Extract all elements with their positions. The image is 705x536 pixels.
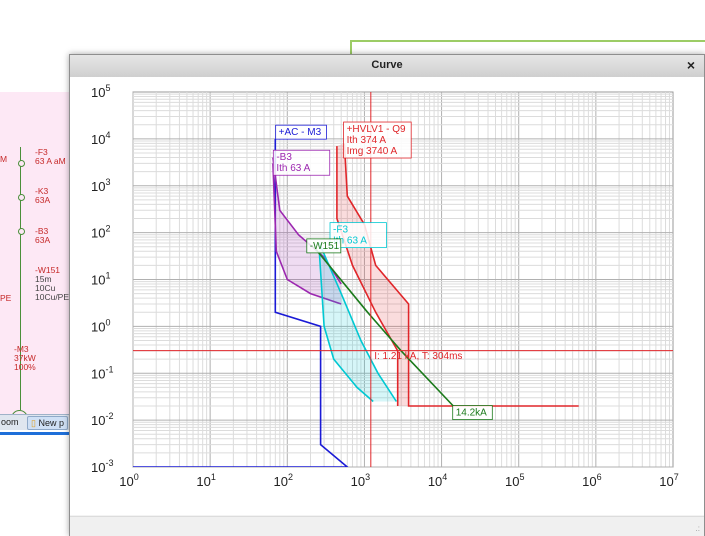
single-line-diagram-panel[interactable]: M PE -F3 63 A aM -K3 63A -B3 63A -W151 1… [0,92,81,427]
dialog-title: Curve [371,59,403,71]
annotation-text: Img 3740 A [347,146,398,157]
annotation-box [452,405,493,420]
folder-icon: ▯ [31,418,36,428]
plot-series-group [133,92,673,467]
annotation-text: I: 1.21 kA, T: 304ms [374,351,462,362]
dialog-statusbar: .: [70,516,704,536]
annotation-text: Ith 374 A [347,135,387,146]
y-tick-label: 10-3 [91,458,113,475]
cyan-curve [318,242,398,402]
x-tick-label: 100 [119,472,138,489]
red-curve [343,143,579,407]
y-tick-label: 104 [91,130,110,147]
x-tick-label: 105 [505,472,524,489]
sld-label-m3[interactable]: -M3 [14,344,29,354]
bg-divider-line [350,40,705,42]
green-curve [313,246,454,407]
sld-label-k3-rating: 63A [35,195,51,205]
red-band-fill [336,143,579,406]
y-tick-label: 10-2 [91,411,113,428]
x-tick-label: 106 [582,472,601,489]
sld-label-load: 100% [14,362,36,372]
cyan-band-fill [319,243,397,402]
annotation-text: 14.2kA [456,408,487,419]
breaker-symbol [18,228,25,235]
annotation-text: -B3 [276,152,292,163]
diagram-wire [20,147,21,410]
annotation-box [306,238,342,254]
y-tick-label: 100 [91,317,110,334]
sld-label-cable-section: 10Cu [35,283,56,293]
purple-band-fill [272,157,342,304]
edge-letter-pe: PE [0,293,12,303]
x-tick-label: 104 [428,472,447,489]
sld-label-cable-length: 15m [35,274,52,284]
bg-divider-line-vertical [350,40,352,54]
annotation-text: -W151 [310,241,340,252]
annotation-text: Ith 63 A [276,163,310,174]
annotation-label: +AC - M3 [275,124,327,140]
sld-label-power: 37kW [14,353,36,363]
edge-letter-m: M [0,154,8,164]
x-tick-label: 107 [659,472,678,489]
curve-dialog[interactable]: Curve × 100 101 102 103 104 105 106 107 10-3 10-2… [69,54,705,536]
annotation-text: -F3 [333,225,348,236]
purple-curve [272,163,342,305]
annotation-text: +AC - M3 [279,127,322,138]
background-taskbar: oom ▯ New p [0,414,80,431]
dialog-titlebar[interactable]: Curve × [70,55,704,78]
sld-label-b3[interactable]: -B3 [35,226,49,236]
time-current-chart[interactable]: 100 101 102 103 104 105 106 107 10-3 10-2 10-1 100 1… [70,77,704,515]
cyan-curve [318,251,374,403]
y-tick-label: 10-1 [91,364,113,381]
blue-curve [133,138,349,467]
plot-frame: 100 101 102 103 104 105 106 107 10-3 10-2 10-1 100 1… [70,77,704,515]
annotation-text: +HVLV1 - Q9 [347,124,406,135]
sld-label-f3-rating: 63 A aM [35,156,66,166]
annotation-box [272,149,331,176]
x-tick-label: 103 [351,472,370,489]
taskbar-new-item[interactable]: ▯ New p [27,416,68,430]
y-tick-label: 105 [91,83,110,100]
sld-label-w151[interactable]: -W151 [35,265,61,275]
y-tick-label: 101 [91,271,110,288]
sld-label-b3-rating: 63A [35,235,51,245]
annotation-text: Ith 63 A [333,236,367,247]
x-tick-label: 101 [196,472,215,489]
annotation-label: 14.2kA [452,405,493,420]
sld-label-f3[interactable]: -F3 [35,147,48,157]
resize-grip[interactable]: .: [695,524,700,533]
sld-label-cable-pe: 10Cu/PE [35,292,70,302]
close-button[interactable]: × [686,57,696,73]
x-tick-label: 102 [274,472,293,489]
fuse-symbol [18,160,25,167]
grid-lines [132,92,673,468]
bg-selection-bar [0,432,72,435]
annotation-label: I: 1.21 kA, T: 304ms [374,351,462,362]
annotation-box [275,124,327,140]
taskbar-zoom-item[interactable]: oom [1,417,19,427]
y-tick-label: 102 [91,224,110,241]
annotation-label: -W151 [306,238,342,254]
sld-label-k3[interactable]: -K3 [35,186,49,196]
y-tick-label: 103 [91,177,110,194]
red-curve [336,146,399,406]
taskbar-new-label: New p [38,418,64,428]
contactor-symbol [18,194,25,201]
annotation-box [343,121,412,159]
